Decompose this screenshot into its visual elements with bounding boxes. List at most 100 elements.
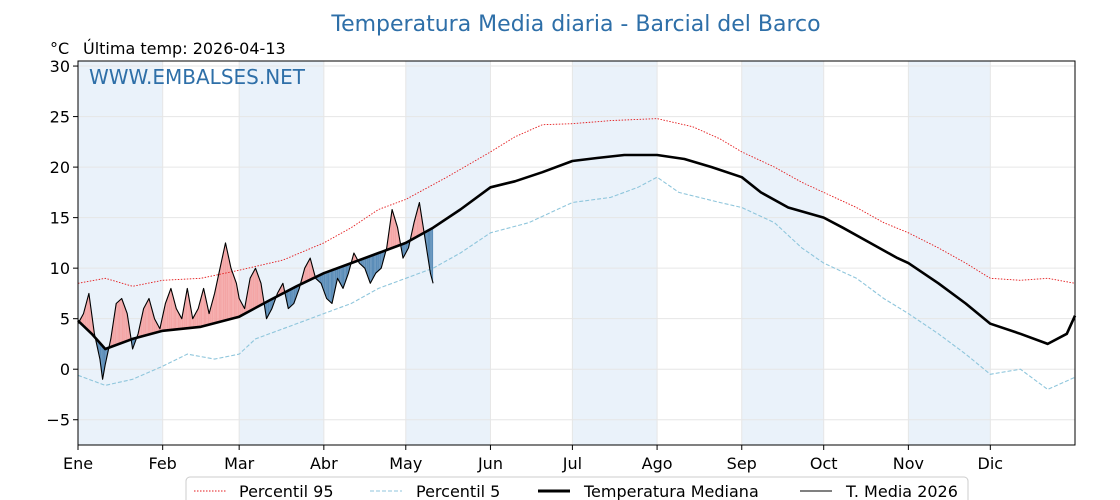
y-axis-ticks: −5 0 5 10 15 20 25 30 <box>46 57 78 430</box>
fill-below-median <box>340 266 342 286</box>
legend-label-p5: Percentil 5 <box>416 482 500 500</box>
fill-above-median <box>150 303 152 335</box>
series-line-p95 <box>77 118 1076 287</box>
fill-above-median <box>240 301 242 316</box>
fill-above-median <box>170 288 173 330</box>
series-line-current <box>77 201 434 380</box>
fill-below-median <box>296 285 298 296</box>
fill-above-median <box>117 301 119 345</box>
fill-below-median <box>330 270 333 304</box>
legend-label-current: T. Media 2026 <box>845 482 958 500</box>
fill-above-median <box>112 321 114 347</box>
y-tick-label: 0 <box>60 360 70 379</box>
fill-below-median <box>375 253 378 274</box>
fill-below-median <box>362 258 364 267</box>
fill-above-median <box>84 303 87 329</box>
anomaly-fills <box>78 202 434 380</box>
fill-below-median <box>366 257 368 276</box>
x-tick-label-nov: Nov <box>893 454 924 473</box>
fill-above-median <box>226 249 229 320</box>
fill-below-median <box>267 300 270 317</box>
fill-below-median <box>291 288 293 307</box>
fill-above-median <box>147 298 150 335</box>
fill-above-median <box>154 318 156 334</box>
fill-below-median <box>404 242 406 256</box>
fill-above-median <box>149 298 151 335</box>
x-axis-ticks: Ene Feb Mar Abr May Jun Jul Ago Sep Oct Nov Dic <box>63 445 1003 473</box>
fill-above-median <box>233 275 236 319</box>
fill-above-median <box>187 288 189 329</box>
fill-above-median <box>251 273 253 311</box>
y-tick-label: 30 <box>50 57 70 76</box>
month-band-mar <box>239 61 324 445</box>
fill-above-median <box>418 202 420 237</box>
fill-above-median <box>393 214 395 248</box>
x-tick-label-ene: Ene <box>63 454 93 473</box>
fill-above-median <box>205 294 207 326</box>
fill-above-median <box>194 313 196 328</box>
series-lines <box>77 118 1077 390</box>
fill-below-median <box>344 265 346 285</box>
fill-below-median <box>289 289 292 308</box>
fill-above-median <box>168 292 170 331</box>
fill-below-median <box>377 253 379 272</box>
fill-above-median <box>221 255 223 322</box>
x-tick-label-dic: Dic <box>978 454 1004 473</box>
fill-above-median <box>114 303 117 346</box>
fill-above-median <box>228 255 230 320</box>
legend: Percentil 95 Percentil 5 Temperatura Med… <box>185 476 969 500</box>
fill-above-median <box>123 302 125 343</box>
fill-below-median <box>363 258 365 269</box>
fill-above-median <box>116 302 118 345</box>
x-tick-label-may: May <box>389 454 422 473</box>
fill-above-median <box>224 242 226 321</box>
fill-above-median <box>222 249 225 321</box>
fill-above-median <box>125 309 128 342</box>
fill-above-median <box>166 295 169 331</box>
fill-above-median <box>308 258 311 281</box>
x-tick-label-abr: Abr <box>310 454 338 473</box>
fill-below-median <box>430 228 432 279</box>
fill-below-median <box>373 254 375 279</box>
fill-below-median <box>379 251 382 270</box>
fill-below-median <box>337 267 339 281</box>
fill-below-median <box>325 272 327 299</box>
fill-above-median <box>172 293 174 330</box>
fill-above-median <box>165 299 167 331</box>
fill-above-median <box>199 298 201 327</box>
fill-below-median <box>266 301 268 319</box>
y-tick-label: 5 <box>60 310 70 329</box>
x-tick-label-ago: Ago <box>642 454 673 473</box>
fill-above-median <box>177 311 180 330</box>
fill-below-median <box>98 341 100 360</box>
fill-above-median <box>214 287 216 324</box>
fill-above-median <box>250 275 252 311</box>
fill-above-median <box>169 288 171 331</box>
fill-above-median <box>196 308 199 328</box>
fill-above-median <box>215 280 218 323</box>
fill-below-median <box>332 269 334 304</box>
fill-below-median <box>367 256 369 280</box>
fill-above-median <box>230 268 233 319</box>
fill-below-median <box>378 252 380 271</box>
fill-below-median <box>269 299 271 314</box>
fill-above-median <box>306 263 308 282</box>
fill-above-median <box>394 218 397 247</box>
fill-above-median <box>415 212 417 238</box>
fill-above-median <box>303 268 305 284</box>
fill-above-median <box>213 293 215 324</box>
fill-above-median <box>185 288 188 329</box>
x-tick-label-mar: Mar <box>224 454 255 473</box>
last-temp-label: Última temp: 2026-04-13 <box>83 39 286 58</box>
fill-above-median <box>256 271 259 308</box>
fill-above-median <box>252 270 255 310</box>
y-tick-label: −5 <box>46 411 70 430</box>
x-tick-label-jul: Jul <box>562 454 582 473</box>
fill-below-median <box>327 271 330 301</box>
fill-below-median <box>288 289 290 309</box>
fill-above-median <box>174 303 177 330</box>
fill-above-median <box>259 279 262 306</box>
month-band-ene <box>78 61 163 445</box>
y-axis-unit: °C <box>50 39 69 58</box>
fill-above-median <box>195 311 197 328</box>
